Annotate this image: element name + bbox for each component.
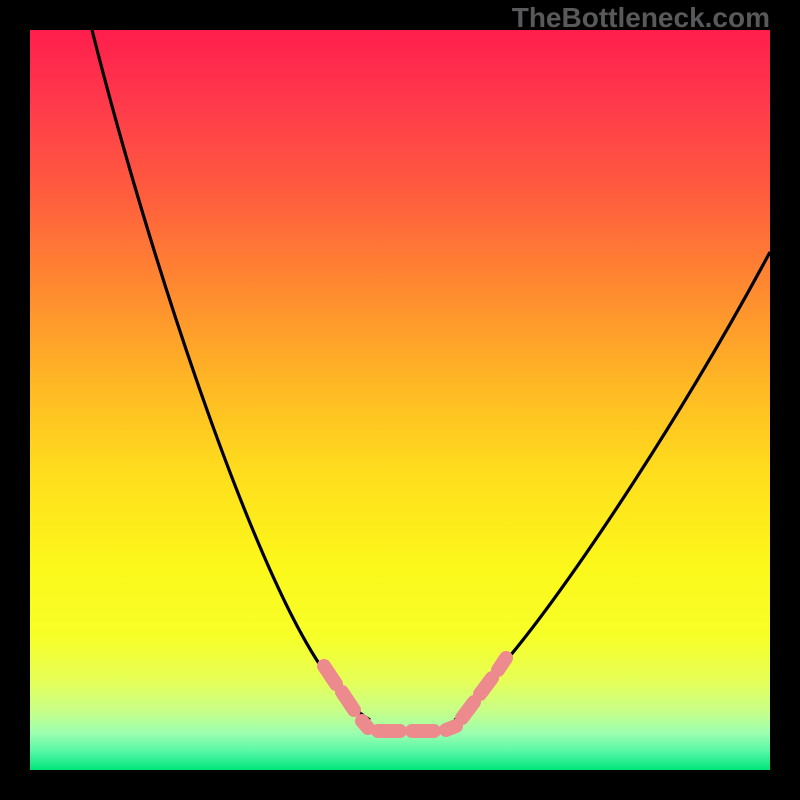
optimal-zone-dash <box>480 678 492 694</box>
optimal-zone-dash <box>342 692 354 710</box>
curve-overlay <box>0 0 800 800</box>
optimal-zone-dash <box>324 666 336 684</box>
optimal-zone-dash <box>498 658 506 670</box>
bottleneck-curve-left <box>92 30 370 720</box>
optimal-zone-dash <box>462 702 474 718</box>
chart-container: TheBottleneck.com <box>0 0 800 800</box>
bottleneck-curve-right <box>455 252 770 720</box>
optimal-zone-dash <box>362 721 368 728</box>
optimal-zone-dash <box>446 726 456 730</box>
